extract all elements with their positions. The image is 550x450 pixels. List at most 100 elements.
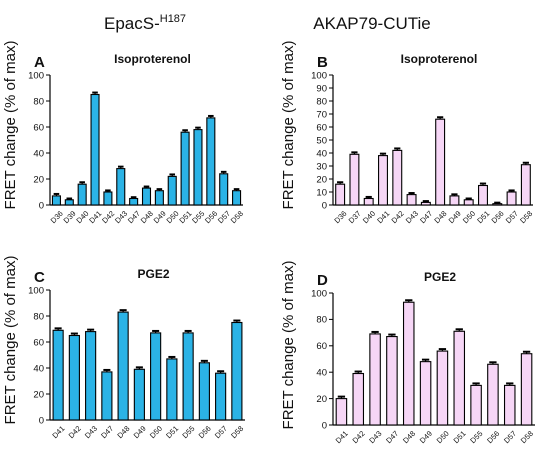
x-tick-label-d: D51 bbox=[452, 429, 468, 445]
bar-b-d36 bbox=[335, 183, 346, 206]
y-tick-label-c: 40 bbox=[33, 363, 44, 374]
x-tick-label-d: D58 bbox=[519, 429, 535, 445]
x-tick-label-c: D43 bbox=[83, 424, 99, 440]
left-column-header: EpacS-H187 bbox=[104, 13, 186, 33]
bar-b-d48 bbox=[435, 118, 446, 206]
bar-d-d51 bbox=[453, 330, 466, 426]
y-tick-label-d: 0 bbox=[322, 420, 327, 431]
x-tick-label-b: D36 bbox=[332, 209, 348, 225]
bar-b-d40 bbox=[363, 197, 374, 206]
bar-c-d56 bbox=[198, 362, 210, 421]
x-tick-label-c: D55 bbox=[180, 424, 196, 440]
bar-d-d58 bbox=[520, 353, 533, 426]
x-tick-label-b: D48 bbox=[432, 209, 448, 225]
bar-b-d57 bbox=[506, 191, 517, 206]
x-tick-label-a: D58 bbox=[229, 209, 245, 225]
bar-b-d43 bbox=[406, 194, 417, 206]
bar-d-d47 bbox=[386, 336, 398, 426]
bar-c-d58 bbox=[231, 321, 243, 421]
y-tick-label-a: 60 bbox=[33, 122, 44, 133]
bar-b-d50 bbox=[463, 199, 474, 206]
bar-c-d51 bbox=[166, 358, 178, 421]
bar-d-d43 bbox=[369, 333, 381, 426]
x-tick-label-c: D48 bbox=[115, 424, 131, 440]
bar-a-d56 bbox=[206, 117, 216, 206]
y-tick-label-a: 100 bbox=[28, 70, 44, 81]
x-tick-label-c: D57 bbox=[213, 424, 229, 440]
y-tick-label-a: 40 bbox=[33, 148, 44, 159]
x-tick-label-d: D43 bbox=[367, 429, 383, 445]
x-tick-label-b: D37 bbox=[347, 209, 363, 225]
y-tick-label-d: 80 bbox=[316, 315, 327, 326]
y-tick-label-a: 0 bbox=[39, 200, 44, 211]
y-tick-label-c: 20 bbox=[33, 389, 44, 400]
x-tick-label-d: D56 bbox=[485, 429, 501, 445]
bar-c-d42 bbox=[68, 334, 80, 421]
bar-c-d43 bbox=[85, 331, 97, 421]
bar-a-d39 bbox=[64, 199, 74, 206]
x-tick-label-b: D58 bbox=[518, 209, 534, 225]
bar-d-d42 bbox=[352, 372, 365, 426]
y-tick-label-b: 10 bbox=[316, 187, 327, 198]
y-tick-label-b: 60 bbox=[316, 122, 327, 133]
y-tick-label-b: 40 bbox=[316, 148, 327, 159]
bar-a-d40 bbox=[77, 183, 87, 206]
y-tick-label-c: 0 bbox=[39, 415, 44, 426]
x-tick-label-d: D55 bbox=[468, 429, 484, 445]
bar-c-d57 bbox=[215, 372, 227, 421]
bar-c-d49 bbox=[133, 368, 145, 421]
bar-c-d41 bbox=[52, 329, 64, 421]
panel-b: B Isoproterenol0102030405060708090100D36D… bbox=[311, 52, 534, 225]
panel-title-d: PGE2 bbox=[424, 270, 456, 284]
bar-a-d58 bbox=[232, 190, 242, 206]
y-axis-label-bottom-left: FRET change (% of max) bbox=[2, 256, 19, 425]
y-tick-label-c: 80 bbox=[33, 311, 44, 322]
x-tick-label-d: D41 bbox=[334, 429, 350, 445]
bar-a-d50 bbox=[167, 175, 177, 206]
y-tick-label-d: 60 bbox=[316, 341, 327, 352]
panel-letter-d: D bbox=[317, 272, 328, 289]
bar-b-d42 bbox=[392, 149, 403, 206]
y-tick-label-b: 80 bbox=[316, 96, 327, 107]
x-tick-label-c: D41 bbox=[50, 424, 66, 440]
x-tick-label-b: D43 bbox=[404, 209, 420, 225]
x-tick-label-b: D50 bbox=[461, 209, 477, 225]
panel-letter-a: A bbox=[34, 54, 45, 71]
y-tick-label-b: 50 bbox=[316, 135, 327, 146]
bar-a-d49 bbox=[154, 190, 164, 206]
bar-d-d49 bbox=[419, 361, 432, 426]
panel-letter-b: B bbox=[317, 54, 328, 71]
bar-b-d47 bbox=[420, 201, 431, 206]
x-tick-label-b: D41 bbox=[375, 209, 391, 225]
y-tick-label-a: 80 bbox=[33, 96, 44, 107]
bar-c-d55 bbox=[182, 332, 194, 421]
bar-a-d42 bbox=[103, 191, 113, 206]
panel-title-a: Isoproterenol bbox=[114, 52, 191, 66]
bar-c-d48 bbox=[117, 311, 129, 421]
y-tick-label-b: 90 bbox=[316, 83, 327, 94]
x-tick-label-d: D47 bbox=[384, 429, 400, 445]
bar-d-d56 bbox=[487, 363, 499, 426]
x-tick-label-b: D40 bbox=[361, 209, 377, 225]
y-tick-label-b: 20 bbox=[316, 174, 327, 185]
bar-d-d41 bbox=[335, 398, 348, 426]
y-tick-label-b: 100 bbox=[311, 70, 327, 81]
y-tick-label-d: 20 bbox=[316, 394, 327, 405]
x-tick-label-c: D50 bbox=[148, 424, 164, 440]
bar-a-d41 bbox=[90, 93, 100, 206]
bar-a-d47 bbox=[129, 197, 139, 206]
bar-b-d49 bbox=[449, 195, 460, 206]
bar-a-d43 bbox=[116, 168, 126, 206]
x-tick-label-c: D56 bbox=[197, 424, 213, 440]
y-axis-label-top-left: FRET change (% of max) bbox=[2, 41, 19, 210]
y-tick-label-b: 70 bbox=[316, 109, 327, 120]
y-tick-label-c: 60 bbox=[33, 337, 44, 348]
x-tick-label-d: D57 bbox=[502, 429, 518, 445]
bar-a-d57 bbox=[219, 173, 229, 206]
panel-letter-c: C bbox=[34, 269, 45, 286]
bar-b-d56 bbox=[492, 203, 503, 206]
x-tick-label-b: D47 bbox=[418, 209, 434, 225]
bar-d-d48 bbox=[402, 301, 415, 426]
